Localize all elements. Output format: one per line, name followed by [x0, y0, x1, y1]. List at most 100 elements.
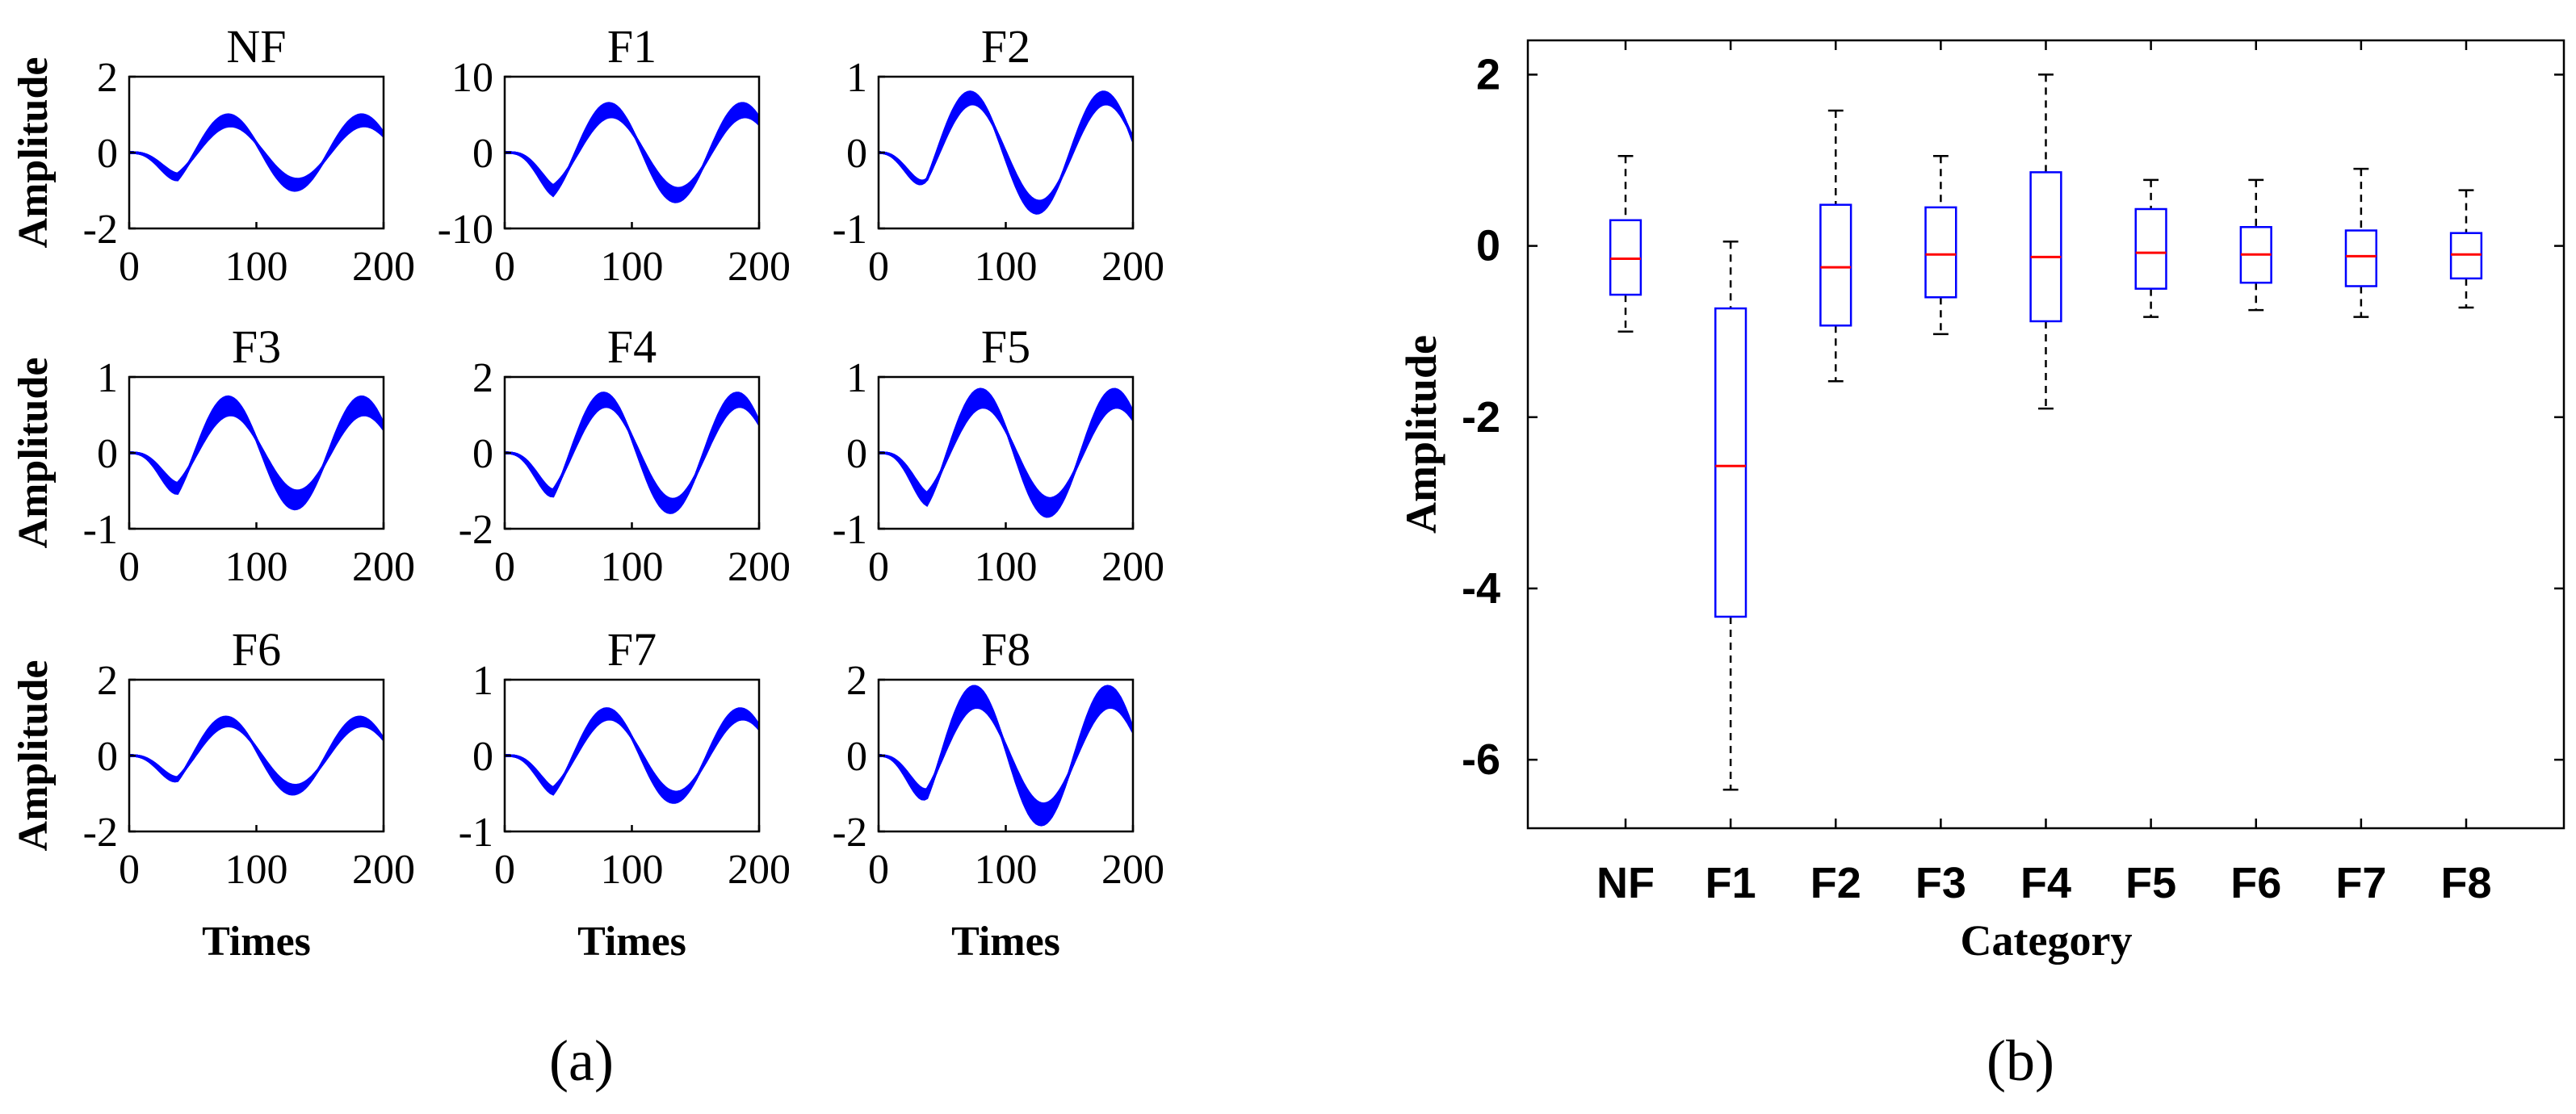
y-tick-label: 0 [846, 431, 867, 477]
y-axis-label: Amplitude [10, 358, 57, 549]
y-axis-label: Amplitude [10, 660, 57, 852]
x-tick-label: 0 [119, 544, 140, 590]
category-label: F1 [1705, 859, 1756, 907]
box-f6: F6 [2230, 40, 2281, 907]
waveform-line [505, 707, 759, 804]
y-tick-label: -1 [833, 207, 867, 253]
waveform-line [129, 395, 384, 511]
panel-b-boxplot: 2 0 -2 -4 -6 NF F1 F2 F3 F4 F5 F6 F7 F8 Category Amplit… [1397, 39, 2566, 965]
x-tick-label: 200 [352, 244, 415, 290]
iqr-box [1819, 203, 1852, 327]
x-tick-label: 100 [225, 847, 288, 893]
waveform-bundle [129, 395, 384, 511]
y-tick-label: 1 [97, 355, 118, 401]
category-label: F5 [2125, 859, 2176, 907]
y-tick-label: 0 [97, 131, 118, 177]
category-label: NF [1596, 859, 1655, 907]
category-label: F4 [2020, 859, 2071, 907]
subplot-title: F7 [607, 623, 657, 676]
y-axis-label: Amplitude [10, 57, 57, 249]
y-tick-label: -2 [83, 207, 118, 253]
waveform-bundle [129, 113, 384, 192]
box-f3: F3 [1915, 40, 1966, 907]
iqr-box [2134, 207, 2167, 290]
waveform-line [505, 392, 759, 514]
y-tick-label: -2 [1462, 393, 1500, 442]
y-tick-label: 0 [472, 131, 493, 177]
x-tick-label: 0 [119, 847, 140, 893]
category-label: F8 [2440, 859, 2491, 907]
box-f7: F7 [2335, 40, 2386, 907]
y-tick-label: 1 [472, 658, 493, 704]
y-tick-label: 2 [97, 658, 118, 704]
x-axis-label: Category [1961, 916, 2133, 965]
x-tick-label: 100 [601, 847, 664, 893]
waveform-line [129, 715, 384, 796]
x-tick-label: 0 [868, 544, 889, 590]
waveform-line [505, 102, 759, 203]
x-tick-label: 100 [975, 847, 1038, 893]
subplot-title: F4 [607, 320, 657, 373]
x-axis-label: Times [202, 919, 311, 965]
x-tick-label: 0 [119, 244, 140, 290]
y-tick-label: 0 [1476, 222, 1500, 270]
box-f4: F4 [2020, 40, 2071, 907]
x-tick-label: 0 [868, 244, 889, 290]
x-tick-label: 100 [975, 244, 1038, 290]
x-tick-label: 0 [494, 847, 515, 893]
y-axis-label: Amplitude [1397, 335, 1445, 534]
y-tick-label: 0 [846, 734, 867, 780]
box-f1: F1 [1705, 40, 1756, 907]
subplot-title: F6 [232, 623, 281, 676]
x-tick-label: 0 [868, 847, 889, 893]
subplot-title: NF [226, 20, 286, 73]
y-tick-label: 10 [451, 55, 493, 101]
category-label: F2 [1810, 859, 1861, 907]
y-tick-label: 0 [472, 734, 493, 780]
iqr-box [2449, 232, 2483, 280]
x-tick-label: 200 [1101, 244, 1164, 290]
y-tick-label: -1 [459, 810, 493, 856]
x-tick-label: 200 [352, 544, 415, 590]
panel-b-label: (b) [1987, 1028, 2054, 1093]
box-f2: F2 [1810, 40, 1861, 907]
waveform-bundle [505, 707, 759, 804]
waveform-bundle [129, 715, 384, 796]
waveform-line [129, 113, 384, 192]
y-tick-label: -2 [833, 810, 867, 856]
y-tick-label: -2 [459, 507, 493, 553]
x-tick-label: 200 [728, 544, 791, 590]
x-tick-label: 100 [601, 544, 664, 590]
x-tick-label: 100 [601, 244, 664, 290]
x-tick-label: 100 [975, 544, 1038, 590]
y-tick-label: 0 [97, 431, 118, 477]
x-axis-label: Times [951, 919, 1060, 965]
waveform-bundle [879, 90, 1133, 215]
category-label: F6 [2230, 859, 2281, 907]
x-tick-label: 200 [1101, 847, 1164, 893]
waveform-bundle [505, 392, 759, 514]
subplot-title: F1 [607, 20, 657, 73]
subplot-title: F3 [232, 320, 281, 373]
iqr-box [2344, 229, 2377, 287]
iqr-box [2029, 171, 2062, 323]
waveform-bundle [879, 387, 1133, 518]
y-tick-label: 2 [1476, 50, 1500, 98]
x-tick-label: 100 [225, 544, 288, 590]
subplot-title: F2 [981, 20, 1030, 73]
y-tick-label: 1 [846, 355, 867, 401]
subplot-title: F8 [981, 623, 1030, 676]
box-f8: F8 [2440, 40, 2492, 907]
y-tick-label: 2 [472, 355, 493, 401]
y-tick-label: -6 [1462, 735, 1500, 784]
x-tick-label: 0 [494, 544, 515, 590]
x-tick-label: 200 [728, 244, 791, 290]
